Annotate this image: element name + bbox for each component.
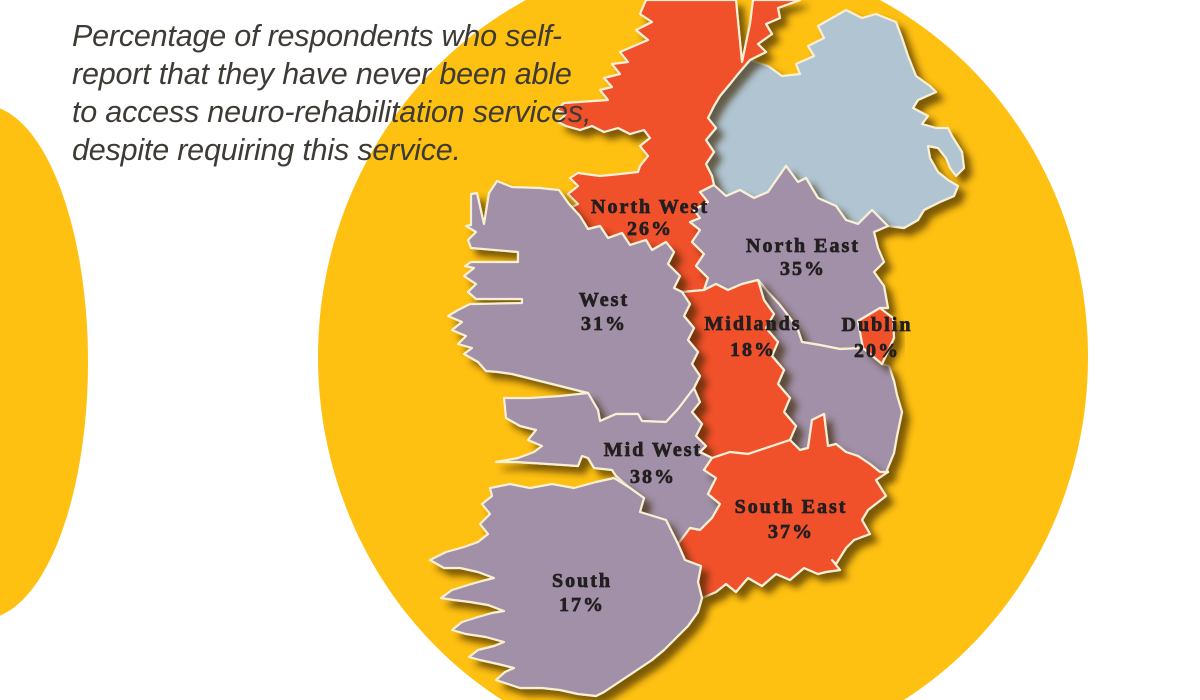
- svg-text:South: South: [552, 570, 612, 592]
- svg-text:Dublin: Dublin: [842, 314, 913, 336]
- svg-text:18%: 18%: [730, 339, 776, 361]
- svg-text:North East: North East: [746, 235, 860, 257]
- svg-text:17%: 17%: [559, 594, 605, 616]
- svg-text:North West: North West: [591, 196, 709, 218]
- svg-text:31%: 31%: [581, 313, 627, 335]
- svg-text:35%: 35%: [780, 258, 826, 280]
- svg-text:20%: 20%: [854, 340, 900, 362]
- svg-text:West: West: [579, 289, 629, 311]
- svg-text:26%: 26%: [627, 218, 673, 240]
- svg-text:South East: South East: [735, 496, 848, 518]
- svg-text:38%: 38%: [630, 466, 676, 488]
- svg-text:Mid West: Mid West: [604, 439, 702, 461]
- svg-text:Midlands: Midlands: [704, 313, 801, 335]
- svg-text:37%: 37%: [768, 521, 814, 543]
